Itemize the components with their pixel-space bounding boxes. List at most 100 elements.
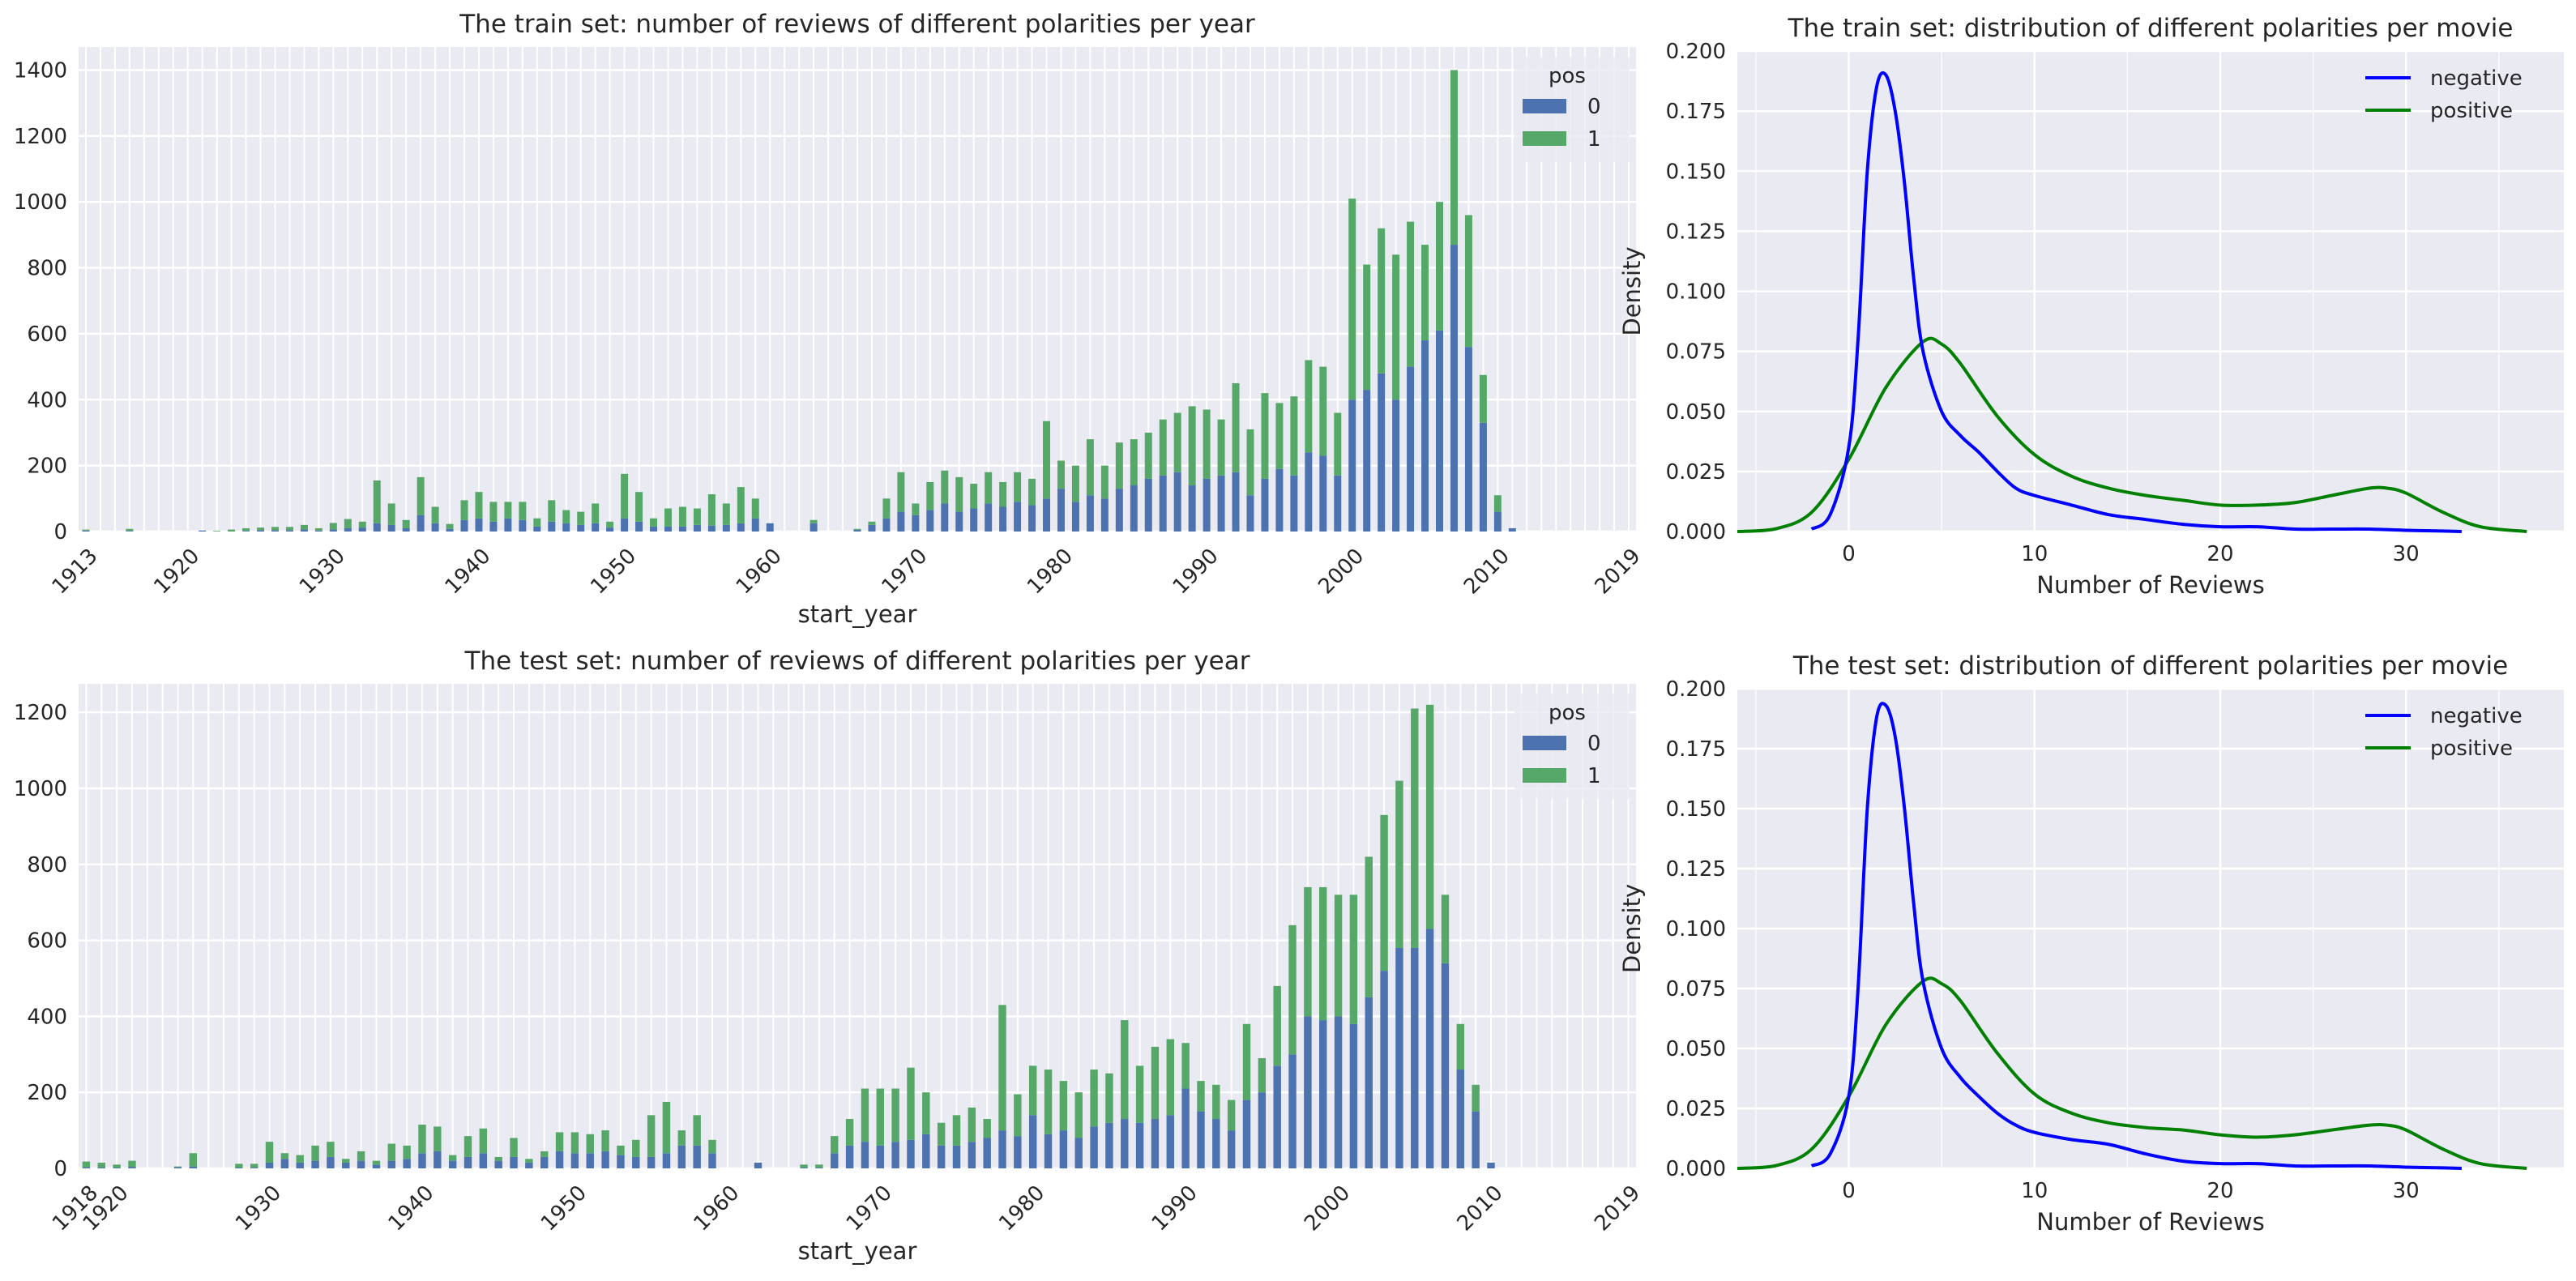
bar-segment-1	[1014, 472, 1022, 502]
bar-segment-0	[1365, 997, 1373, 1168]
bar-segment-1	[533, 518, 541, 527]
x-tick-label: 1930	[295, 544, 350, 599]
bar-segment-1	[1479, 374, 1487, 423]
bar-segment-0	[533, 526, 541, 532]
bar-segment-1	[173, 1166, 182, 1168]
bar-segment-0	[1261, 478, 1269, 532]
bar-segment-0	[592, 523, 600, 532]
plot-area	[79, 684, 1636, 1168]
x-tick-label: 1980	[1023, 544, 1078, 599]
bar-segment-1	[540, 1151, 549, 1157]
bar-segment-1	[1197, 1081, 1205, 1112]
bar-segment-1	[853, 528, 861, 530]
bar-segment-1	[1319, 886, 1327, 1021]
bar-segment-0	[1059, 1130, 1068, 1168]
bar-segment-0	[300, 529, 308, 532]
y-tick-label: 0.050	[1666, 1037, 1726, 1061]
bar-segment-0	[577, 524, 585, 532]
y-tick-label: 200	[27, 455, 67, 479]
bar-segment-1	[1305, 360, 1313, 453]
bar-segment-0	[1181, 1088, 1190, 1168]
bar-segment-1	[1378, 228, 1386, 374]
bar-segment-0	[985, 503, 993, 532]
bar-segment-0	[387, 524, 395, 532]
bar-segment-0	[766, 523, 774, 532]
bar-segment-1	[1130, 439, 1138, 486]
bar-segment-1	[1071, 465, 1079, 502]
bar-segment-1	[707, 494, 716, 526]
bar-segment-1	[1181, 1043, 1190, 1089]
bar-segment-1	[907, 1067, 915, 1140]
y-tick-label: 0.175	[1666, 100, 1726, 124]
bar-segment-1	[955, 476, 963, 512]
bar-segment-1	[635, 492, 643, 522]
bar-segment-0	[1203, 478, 1211, 532]
bar-segment-0	[1464, 347, 1472, 532]
x-tick-label: 1940	[441, 544, 496, 599]
legend-swatch-0	[1523, 99, 1566, 113]
train-year-bar-chart: 0 200 400 600 800 1000 1200 1400 1913 1920 1930 194…	[14, 10, 1646, 628]
bar-segment-0	[1014, 502, 1022, 532]
y-tick-label: 1200	[14, 125, 67, 149]
bar-segment-1	[621, 473, 629, 519]
bar-segment-1	[1151, 1046, 1160, 1120]
bar-segment-0	[1392, 399, 1400, 532]
bar-segment-0	[1334, 1016, 1343, 1168]
y-tick-label: 0.150	[1666, 160, 1726, 184]
bar-segment-1	[358, 521, 366, 528]
bar-segment-1	[983, 1119, 991, 1138]
bar-segment-0	[621, 518, 629, 532]
bar-segment-1	[601, 1130, 609, 1151]
bar-segment-1	[1275, 403, 1284, 469]
bar-segment-0	[504, 518, 512, 532]
bar-segment-0	[1159, 475, 1167, 532]
bar-segment-0	[82, 530, 90, 532]
bar-segment-0	[1319, 1020, 1327, 1168]
legend-label-positive: positive	[2430, 99, 2513, 123]
series-line-positive	[1737, 976, 2527, 1170]
bar-segment-0	[1197, 1111, 1205, 1168]
x-axis-label: start_year	[798, 600, 917, 628]
bar-segment-1	[952, 1115, 961, 1146]
y-tick-label: 0	[53, 1157, 67, 1181]
bar-segment-1	[1090, 1070, 1098, 1127]
x-tick-label: 1940	[384, 1181, 439, 1236]
x-tick-label: 2000	[1300, 1181, 1355, 1236]
bar-segment-1	[922, 1092, 930, 1134]
bar-segment-1	[876, 1088, 884, 1146]
bar-segment-1	[448, 1155, 457, 1161]
bar-segment-1	[1380, 814, 1388, 971]
bar-segment-0	[952, 1145, 961, 1168]
bar-segment-1	[344, 519, 352, 528]
x-tick-label: 10	[2021, 1179, 2048, 1203]
chart-title: The train set: number of reviews of diff…	[459, 10, 1255, 39]
y-tick-label: 0.175	[1666, 737, 1726, 762]
bar-segment-1	[128, 1160, 136, 1168]
y-tick-label: 0.100	[1666, 917, 1726, 942]
bar-segment-0	[464, 1156, 472, 1168]
bar-segment-1	[897, 472, 905, 512]
y-tick-label: 1200	[14, 701, 67, 725]
bar-segment-1	[722, 503, 730, 525]
bar-segment-0	[662, 1153, 671, 1168]
bar-segment-1	[831, 1136, 839, 1154]
bar-segment-0	[431, 523, 439, 532]
bar-segment-1	[1212, 1084, 1220, 1120]
bar-segment-0	[891, 1142, 899, 1168]
bar-segment-0	[265, 1162, 274, 1168]
bar-segment-0	[635, 521, 643, 532]
y-tick-label: 0.075	[1666, 340, 1726, 365]
bar-segment-0	[1232, 472, 1240, 532]
bar-segment-1	[1135, 1065, 1144, 1123]
bar-segment-0	[707, 525, 716, 532]
bar-segment-1	[968, 1107, 976, 1142]
bar-segment-0	[1395, 947, 1403, 1168]
x-tick-label: 1970	[877, 544, 932, 599]
y-tick-label: 1000	[14, 777, 67, 801]
bar-segment-0	[387, 1160, 395, 1168]
y-tick-label: 400	[27, 1005, 67, 1029]
bar-segment-0	[876, 1145, 884, 1168]
bar-segment-1	[926, 481, 934, 510]
x-tick-label: 2010	[1453, 1181, 1508, 1236]
bar-segment-1	[937, 1122, 946, 1146]
